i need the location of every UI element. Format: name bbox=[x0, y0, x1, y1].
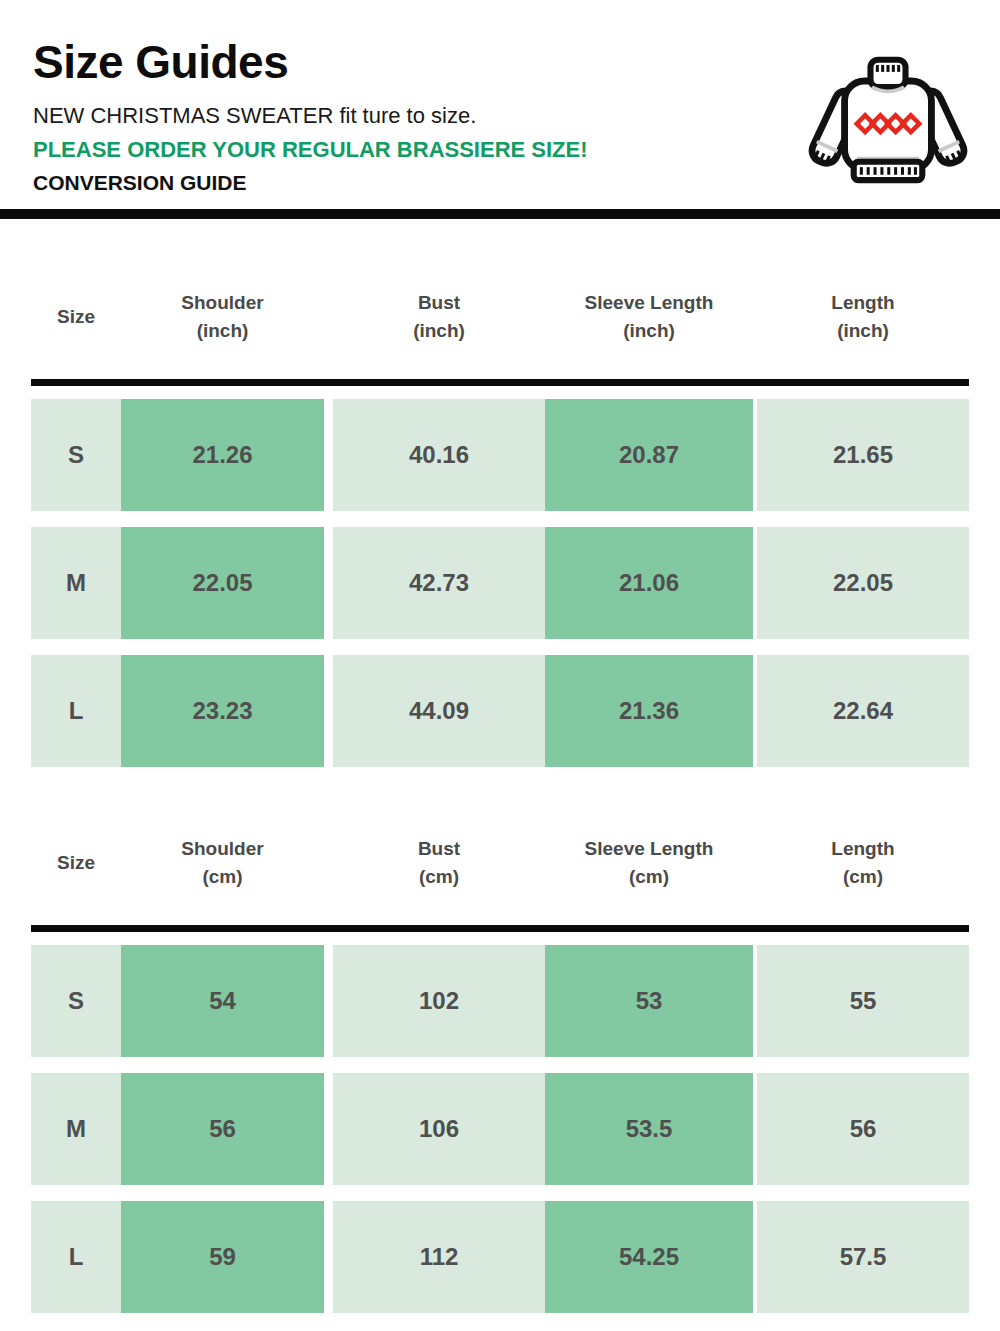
table-row-s: S 21.26 40.16 20.87 21.65 bbox=[31, 399, 969, 511]
cell-sleeve-length: 53.5 bbox=[545, 1073, 753, 1185]
column-header-unit: (inch) bbox=[623, 317, 675, 345]
column-header-label: Shoulder bbox=[181, 835, 263, 863]
header-divider-bar bbox=[0, 209, 1000, 219]
column-header-length: Length (cm) bbox=[757, 835, 969, 891]
table-row-s: S 54 102 53 55 bbox=[31, 945, 969, 1057]
table-header-row: Size Shoulder (inch) Bust (inch) Sleeve … bbox=[31, 269, 969, 365]
cell-size: L bbox=[31, 655, 121, 767]
cell-bust: 44.09 bbox=[333, 655, 545, 767]
column-header-unit: (inch) bbox=[837, 317, 889, 345]
cell-size: M bbox=[31, 527, 121, 639]
column-header-shoulder: Shoulder (inch) bbox=[121, 289, 324, 345]
cell-size: M bbox=[31, 1073, 121, 1185]
size-table-cm: Size Shoulder (cm) Bust (cm) Sleeve Leng… bbox=[31, 815, 969, 1313]
cell-bust: 102 bbox=[333, 945, 545, 1057]
cell-shoulder: 21.26 bbox=[121, 399, 324, 511]
cell-length: 56 bbox=[757, 1073, 969, 1185]
cell-length: 22.05 bbox=[757, 527, 969, 639]
column-header-unit: (cm) bbox=[202, 863, 242, 891]
size-guide-page: { "header": { "title": "Size Guides", "s… bbox=[0, 0, 1000, 1331]
column-header-unit: (cm) bbox=[629, 863, 669, 891]
column-header-size: Size bbox=[31, 849, 121, 877]
table-header-divider bbox=[31, 925, 969, 932]
table-row-m: M 22.05 42.73 21.06 22.05 bbox=[31, 527, 969, 639]
cell-shoulder: 23.23 bbox=[121, 655, 324, 767]
cell-size: S bbox=[31, 945, 121, 1057]
table-header-row: Size Shoulder (cm) Bust (cm) Sleeve Leng… bbox=[31, 815, 969, 911]
cell-size: L bbox=[31, 1201, 121, 1313]
column-header-label: Bust bbox=[418, 289, 460, 317]
cell-bust: 106 bbox=[333, 1073, 545, 1185]
table-row-l: L 23.23 44.09 21.36 22.64 bbox=[31, 655, 969, 767]
column-header-size: Size bbox=[31, 303, 121, 331]
cell-shoulder: 56 bbox=[121, 1073, 324, 1185]
column-header-label: Sleeve Length bbox=[585, 289, 714, 317]
cell-bust: 40.16 bbox=[333, 399, 545, 511]
column-header-unit: (cm) bbox=[419, 863, 459, 891]
column-header-label: Length bbox=[831, 835, 894, 863]
column-header-label: Shoulder bbox=[181, 289, 263, 317]
cell-sleeve-length: 21.36 bbox=[545, 655, 753, 767]
table-row-m: M 56 106 53.5 56 bbox=[31, 1073, 969, 1185]
cell-shoulder: 54 bbox=[121, 945, 324, 1057]
page-header: Size Guides NEW CHRISTMAS SWEATER fit tu… bbox=[0, 0, 1000, 219]
cell-bust: 42.73 bbox=[333, 527, 545, 639]
table-row-l: L 59 112 54.25 57.5 bbox=[31, 1201, 969, 1313]
column-header-label: Bust bbox=[418, 835, 460, 863]
cell-length: 21.65 bbox=[757, 399, 969, 511]
column-header-label: Length bbox=[831, 289, 894, 317]
column-header-label: Sleeve Length bbox=[585, 835, 714, 863]
column-header-bust: Bust (inch) bbox=[333, 289, 545, 345]
column-header-shoulder: Shoulder (cm) bbox=[121, 835, 324, 891]
table-header-divider bbox=[31, 379, 969, 386]
cell-length: 22.64 bbox=[757, 655, 969, 767]
cell-shoulder: 59 bbox=[121, 1201, 324, 1313]
column-header-unit: (inch) bbox=[413, 317, 465, 345]
column-header-unit: (inch) bbox=[197, 317, 249, 345]
cell-shoulder: 22.05 bbox=[121, 527, 324, 639]
cell-length: 57.5 bbox=[757, 1201, 969, 1313]
column-header-label: Size bbox=[57, 849, 95, 877]
column-header-bust: Bust (cm) bbox=[333, 835, 545, 891]
cell-sleeve-length: 20.87 bbox=[545, 399, 753, 511]
column-header-label: Size bbox=[57, 303, 95, 331]
cell-sleeve-length: 21.06 bbox=[545, 527, 753, 639]
column-header-sleeve-length: Sleeve Length (cm) bbox=[545, 835, 753, 891]
column-header-length: Length (inch) bbox=[757, 289, 969, 345]
cell-length: 55 bbox=[757, 945, 969, 1057]
column-header-unit: (cm) bbox=[843, 863, 883, 891]
cell-bust: 112 bbox=[333, 1201, 545, 1313]
cell-sleeve-length: 54.25 bbox=[545, 1201, 753, 1313]
christmas-sweater-icon bbox=[808, 50, 968, 202]
size-table-inch: Size Shoulder (inch) Bust (inch) Sleeve … bbox=[31, 269, 969, 767]
column-header-sleeve-length: Sleeve Length (inch) bbox=[545, 289, 753, 345]
cell-sleeve-length: 53 bbox=[545, 945, 753, 1057]
cell-size: S bbox=[31, 399, 121, 511]
